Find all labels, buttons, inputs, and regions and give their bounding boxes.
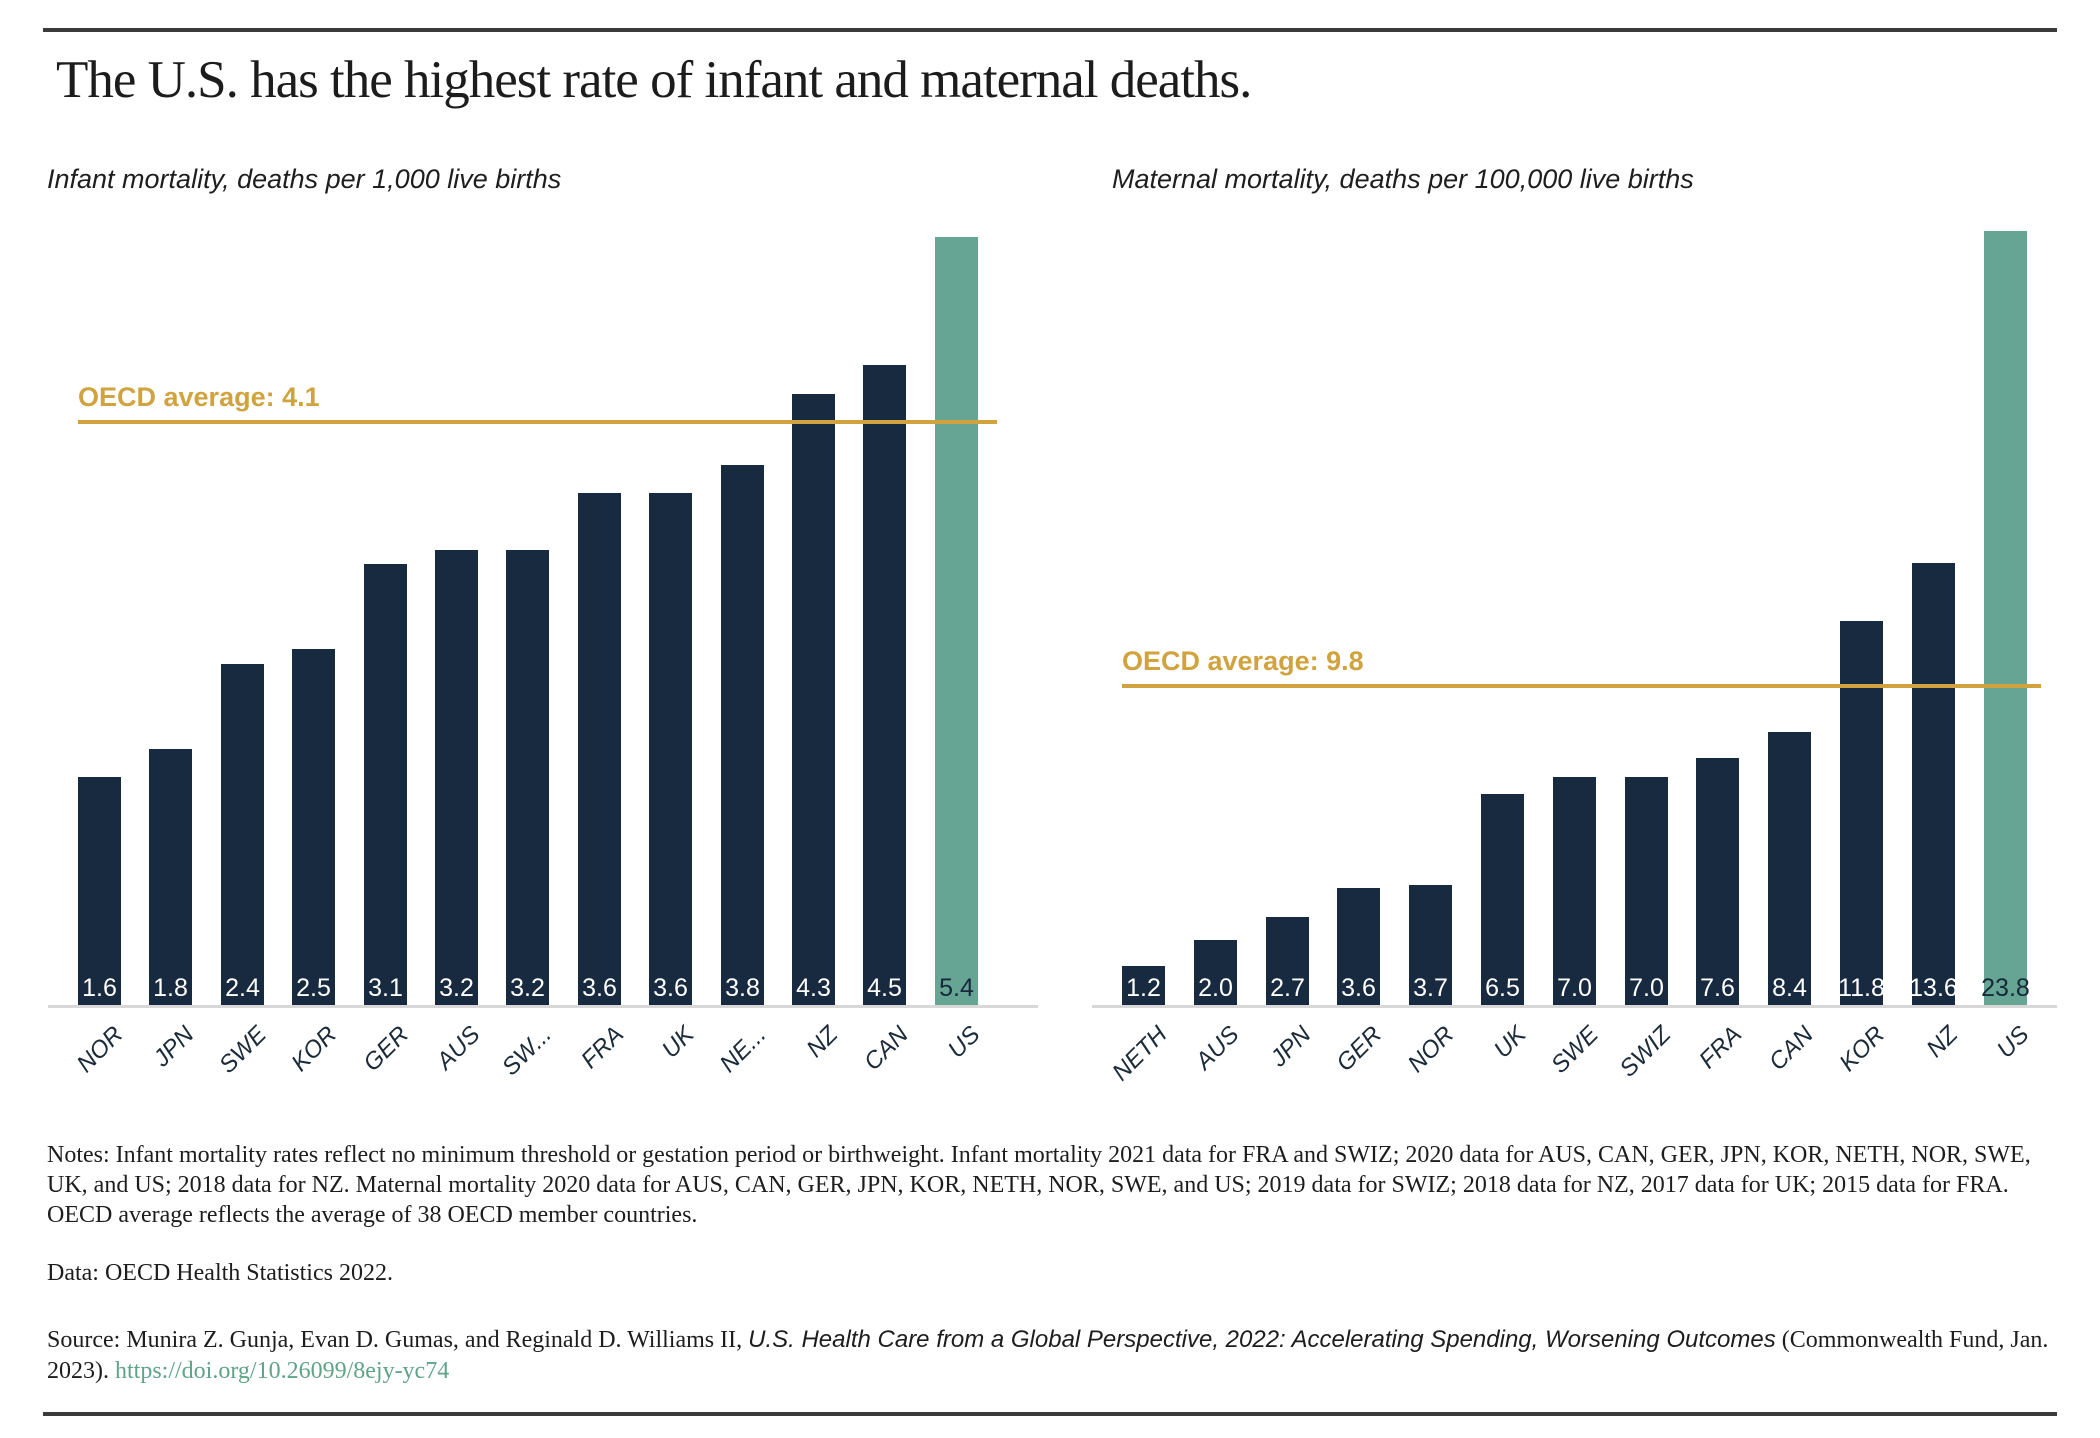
bar-value-label: 3.2 bbox=[510, 974, 545, 1002]
bar-value-label: 5.4 bbox=[939, 974, 974, 1002]
bar-value-label: 11.8 bbox=[1838, 974, 1885, 1002]
bar-value-label: 2.7 bbox=[1270, 974, 1305, 1002]
category-label: FRA bbox=[575, 1021, 629, 1075]
oecd-average-label-infant: OECD average: 4.1 bbox=[78, 382, 320, 412]
category-label: SW... bbox=[496, 1021, 557, 1081]
bar-value-label: 13.6 bbox=[1909, 974, 1958, 1002]
doi-link[interactable]: https://doi.org/10.26099/8ejy-yc74 bbox=[115, 1358, 450, 1384]
bar-value-label: 1.2 bbox=[1126, 974, 1161, 1002]
maternal-chart-subtitle: Maternal mortality, deaths per 100,000 l… bbox=[1112, 164, 1694, 194]
bottom-rule bbox=[43, 1412, 2057, 1416]
category-label: SWIZ bbox=[1614, 1021, 1676, 1083]
bar-value-label: 3.8 bbox=[725, 974, 760, 1002]
category-label: KOR bbox=[286, 1021, 343, 1077]
bar-value-label: 2.4 bbox=[225, 974, 260, 1002]
category-label: FRA bbox=[1693, 1021, 1747, 1075]
bar-maternal-swe bbox=[1553, 777, 1596, 1005]
bar-maternal-swiz bbox=[1625, 777, 1668, 1005]
bar-value-label: 3.6 bbox=[1341, 974, 1376, 1002]
bar-maternal-uk bbox=[1481, 794, 1524, 1005]
x-axis-line-maternal bbox=[1092, 1005, 2057, 1008]
bar-value-label: 3.6 bbox=[653, 974, 688, 1002]
category-label: NZ bbox=[1920, 1021, 1963, 1063]
category-label: NOR bbox=[71, 1021, 129, 1078]
bar-value-label: 1.6 bbox=[82, 974, 117, 1002]
bar-infant-can bbox=[863, 365, 906, 1005]
bar-maternal-fra bbox=[1696, 758, 1739, 1005]
category-label: SWE bbox=[213, 1021, 272, 1079]
bar-infant-fra bbox=[578, 493, 621, 1005]
bar-value-label: 3.6 bbox=[582, 974, 617, 1002]
notes-text: Notes: Infant mortality rates reflect no… bbox=[47, 1142, 2031, 1228]
oecd-average-line-maternal bbox=[1122, 684, 2041, 688]
bar-value-label: 7.0 bbox=[1629, 974, 1664, 1002]
category-label: GER bbox=[1331, 1021, 1388, 1077]
bar-infant-kor bbox=[292, 649, 335, 1005]
source-text: Source: Munira Z. Gunja, Evan D. Gumas, … bbox=[47, 1324, 2063, 1387]
source-suffix: (Commonwealth Fund, Jan. 2023). bbox=[47, 1327, 2049, 1384]
bar-value-label: 4.3 bbox=[796, 974, 831, 1002]
bar-infant-ne bbox=[721, 465, 764, 1005]
bar-maternal-neth bbox=[1122, 966, 1165, 1005]
category-label: SWE bbox=[1545, 1021, 1604, 1079]
category-label: JPN bbox=[148, 1021, 200, 1073]
page-title: The U.S. has the highest rate of infant … bbox=[56, 51, 1252, 109]
source-prefix: Source: Munira Z. Gunja, Evan D. Gumas, … bbox=[47, 1327, 749, 1353]
bar-value-label: 8.4 bbox=[1772, 974, 1807, 1002]
category-label: NOR bbox=[1402, 1021, 1460, 1078]
infant-chart-subtitle: Infant mortality, deaths per 1,000 live … bbox=[47, 164, 562, 194]
category-label: CAN bbox=[858, 1021, 914, 1076]
bar-value-label: 6.5 bbox=[1485, 974, 1520, 1002]
bar-maternal-ger bbox=[1337, 888, 1380, 1005]
category-label: CAN bbox=[1763, 1021, 1819, 1076]
bar-maternal-kor bbox=[1840, 621, 1883, 1005]
category-label: NE... bbox=[714, 1021, 772, 1078]
bar-value-label: 2.5 bbox=[296, 974, 331, 1002]
data-text: Data: OECD Health Statistics 2022. bbox=[47, 1260, 393, 1286]
category-label: KOR bbox=[1834, 1021, 1891, 1077]
bar-value-label: 7.6 bbox=[1700, 974, 1735, 1002]
bar-maternal-aus bbox=[1194, 940, 1237, 1005]
bar-value-label: 3.2 bbox=[439, 974, 474, 1002]
bar-value-label: 3.7 bbox=[1413, 974, 1448, 1002]
bar-infant-nz bbox=[792, 394, 835, 1005]
category-label: GER bbox=[358, 1021, 415, 1077]
oecd-average-label-maternal: OECD average: 9.8 bbox=[1122, 646, 1364, 676]
bar-value-label: 23.8 bbox=[1981, 974, 2030, 1002]
bar-value-label: 7.0 bbox=[1557, 974, 1592, 1002]
category-label: NZ bbox=[800, 1021, 843, 1063]
bar-maternal-nor bbox=[1409, 885, 1452, 1005]
bar-maternal-can bbox=[1768, 732, 1811, 1005]
bar-infant-aus bbox=[435, 550, 478, 1005]
category-label: UK bbox=[1488, 1021, 1532, 1064]
category-label: US bbox=[1991, 1021, 2035, 1064]
bar-maternal-jpn bbox=[1266, 917, 1309, 1005]
x-axis-line-infant bbox=[48, 1005, 1038, 1008]
category-label: AUS bbox=[431, 1021, 486, 1075]
bar-infant-ger bbox=[364, 564, 407, 1005]
category-label: JPN bbox=[1265, 1021, 1317, 1073]
bar-infant-uk bbox=[649, 493, 692, 1005]
bar-infant-us bbox=[935, 237, 978, 1005]
bar-maternal-nz bbox=[1912, 563, 1955, 1005]
category-label: US bbox=[942, 1021, 986, 1064]
bar-value-label: 1.8 bbox=[153, 974, 188, 1002]
bar-infant-swe bbox=[221, 664, 264, 1005]
oecd-average-line-infant bbox=[78, 420, 997, 424]
bar-infant-sw bbox=[506, 550, 549, 1005]
category-label: UK bbox=[656, 1021, 700, 1064]
bar-value-label: 3.1 bbox=[368, 974, 403, 1002]
bar-maternal-us bbox=[1984, 231, 2027, 1005]
bar-infant-jpn bbox=[149, 749, 192, 1005]
source-publication-title: U.S. Health Care from a Global Perspecti… bbox=[748, 1326, 1776, 1353]
bar-infant-nor bbox=[78, 777, 121, 1005]
bar-value-label: 4.5 bbox=[867, 974, 902, 1002]
top-rule bbox=[43, 28, 2057, 32]
category-label: AUS bbox=[1190, 1021, 1245, 1075]
bar-value-label: 2.0 bbox=[1198, 974, 1233, 1002]
category-label: NETH bbox=[1107, 1021, 1173, 1087]
